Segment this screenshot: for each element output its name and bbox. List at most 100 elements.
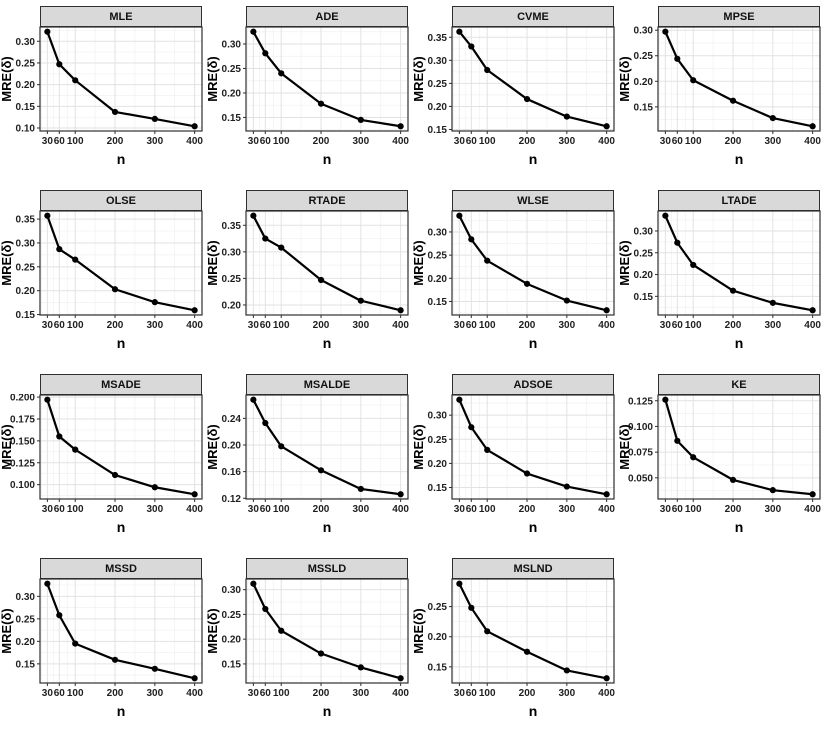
x-tick-label: 60 [672,504,684,515]
x-tick-label: 60 [466,688,478,699]
data-point [769,299,776,306]
series-line [458,398,608,496]
y-tick-label: 0.100 [10,480,35,491]
data-point [111,108,119,116]
facet-strip-title: CVME [452,6,614,27]
x-tick-label: 300 [764,136,781,147]
x-tick-label: 200 [519,320,536,331]
data-point [317,100,325,107]
panel-plot-area: 30 60 100 200 300 400 0.15 0.20 0.25 0.30 n MRE(δ) [206,26,409,167]
facet-panel-wlse: WLSE 30 60 100 200 300 400 0.15 0.20 0.25 0.30 n MRE… [412,184,618,368]
facet-strip-title: RTADE [246,190,408,211]
data-point [56,246,63,253]
series-line [458,30,608,128]
facet-strip-title: MPSE [658,6,820,27]
facet-strip-title: MSADE [40,374,202,395]
x-tick-label: 300 [146,136,163,147]
facet-strip-title: MSSD [40,558,202,579]
y-tick-label: 0.15 [222,659,242,670]
x-tick-label: 30 [42,688,54,699]
x-tick-label: 300 [352,320,369,331]
x-tick-label: 100 [479,136,496,147]
x-tick-label: 200 [107,136,124,147]
data-point [468,424,475,431]
facet-strip-title: OLSE [40,190,202,211]
series-line [252,398,402,496]
panel-plot-area: 30 60 100 200 300 400 0.15 0.20 0.25 0.30 n MRE(δ) [412,210,615,351]
data-point [603,675,610,682]
x-axis-title: n [117,151,126,167]
y-tick-label: 0.25 [16,614,36,625]
data-point [484,628,491,635]
data-point [468,604,475,611]
y-tick-label: 0.150 [10,436,35,447]
data-point [674,239,681,246]
x-tick-label: 100 [273,688,290,699]
data-point [468,43,475,50]
data-point [357,485,364,493]
data-point [484,446,491,453]
x-tick-label: 400 [598,504,615,515]
y-tick-label: 0.20 [634,77,654,88]
panel-plot-area: 30 60 100 200 300 400 0.15 0.20 0.25 0.30 0.35 n MRE… [412,26,615,167]
y-tick-label: 0.100 [628,422,653,433]
x-tick-label: 60 [54,136,66,147]
x-tick-label: 300 [764,320,781,331]
data-point [250,580,257,587]
x-tick-label: 60 [466,504,478,515]
y-axis-title: MRE(δ) [0,424,14,469]
data-point [357,664,364,671]
panel-plot-area: 30 60 100 200 300 400 0.050 0.075 0.100 0.125 n MRE… [618,394,821,535]
y-axis-title: MRE(δ) [412,240,426,285]
x-tick-label: 100 [273,504,290,515]
x-tick-label: 30 [660,136,672,147]
x-tick-label: 60 [54,504,66,515]
data-point [191,307,198,314]
data-point [484,257,491,264]
y-tick-label: 0.20 [222,441,242,452]
x-tick-label: 30 [42,136,54,147]
y-tick-label: 0.25 [428,602,448,613]
y-axis-title: MRE(δ) [206,424,220,469]
data-point [317,467,325,474]
data-point [111,286,119,293]
data-point [397,675,404,682]
panel-plot-area: 30 60 100 200 300 400 0.15 0.20 0.25 0.30 n MRE(δ) [618,210,821,351]
facet-panel-mssd: MSSD 30 60 100 200 300 400 0.15 0.20 0.25 0.30 n MRE… [0,552,206,736]
x-tick-label: 200 [107,504,124,515]
data-point [809,491,816,498]
x-tick-label: 30 [660,320,672,331]
data-point [151,484,158,491]
series-line [252,214,402,312]
data-point [603,491,610,498]
facet-strip-title: MSSLD [246,558,408,579]
y-tick-label: 0.20 [222,635,242,646]
x-tick-label: 100 [67,688,84,699]
data-point [262,50,269,57]
x-axis-title: n [323,703,332,719]
x-tick-label: 60 [672,320,684,331]
y-axis-title: MRE(δ) [206,240,220,285]
data-point [397,307,404,314]
x-tick-label: 30 [42,504,54,515]
x-axis-title: n [735,519,744,535]
y-axis-title: MRE(δ) [206,608,220,653]
data-point [662,396,669,403]
y-tick-label: 0.25 [222,64,242,75]
data-point [357,297,364,304]
y-axis-title: MRE(δ) [206,56,220,101]
data-point [729,476,737,483]
x-tick-label: 100 [479,688,496,699]
data-point [72,446,79,453]
x-tick-label: 200 [519,136,536,147]
x-tick-label: 30 [660,504,672,515]
data-point [456,28,463,35]
x-tick-label: 400 [392,320,409,331]
series-line [252,30,402,128]
data-point [191,491,198,498]
data-point [317,276,325,284]
data-point [397,123,404,130]
series-line [46,30,196,128]
y-tick-label: 0.15 [16,659,36,670]
